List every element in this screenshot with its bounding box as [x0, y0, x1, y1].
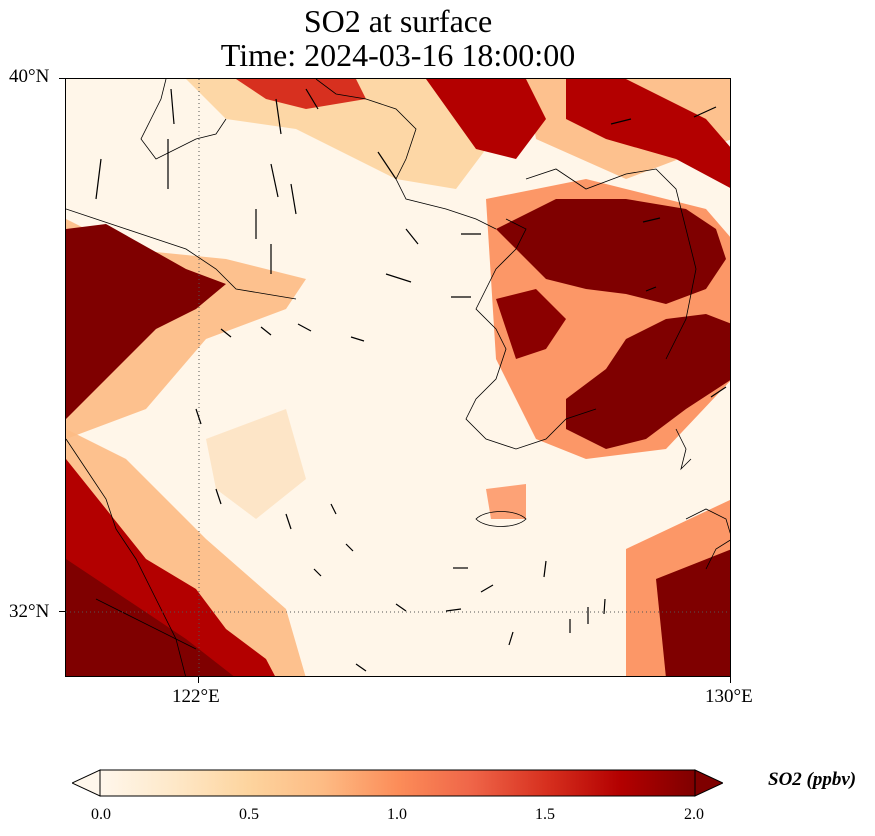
- lat-label-40n: 40°N: [9, 66, 50, 87]
- gridlines: [66, 79, 730, 676]
- so2-map-canvas: [66, 79, 730, 676]
- colorbar-tick-2: 1.0: [387, 806, 407, 823]
- colorbar-tick-3: 1.5: [535, 806, 555, 823]
- concentration-field: [66, 79, 730, 676]
- lon-tick-122e: [198, 677, 199, 683]
- colorbar-max-extend: [694, 769, 725, 797]
- lon-label-122e: 122°E: [172, 686, 220, 707]
- colorbar-min-extend: [70, 769, 101, 797]
- plot-title: SO2 at surface Time: 2024-03-16 18:00:00: [64, 4, 732, 72]
- lat-tick-40n: [59, 78, 65, 79]
- colorbar-gradient: [99, 769, 696, 797]
- wind-vectors: [95, 88, 727, 672]
- so2-map: [65, 78, 731, 677]
- colorbar: [70, 769, 725, 797]
- lat-tick-32n: [59, 611, 65, 612]
- title-line-2: Time: 2024-03-16 18:00:00: [220, 37, 576, 73]
- lon-tick-130e: [730, 677, 731, 683]
- colorbar-graphic: [70, 769, 725, 797]
- lat-label-32n: 32°N: [9, 601, 50, 622]
- title-line-1: SO2 at surface: [303, 3, 493, 39]
- lon-label-130e: 130°E: [705, 686, 753, 707]
- colorbar-tick-1: 0.5: [239, 806, 259, 823]
- colorbar-tick-4: 2.0: [684, 806, 704, 823]
- coastlines: [66, 79, 730, 676]
- colorbar-tick-0: 0.0: [91, 806, 111, 823]
- colorbar-title: SO2 (ppbv): [768, 769, 857, 790]
